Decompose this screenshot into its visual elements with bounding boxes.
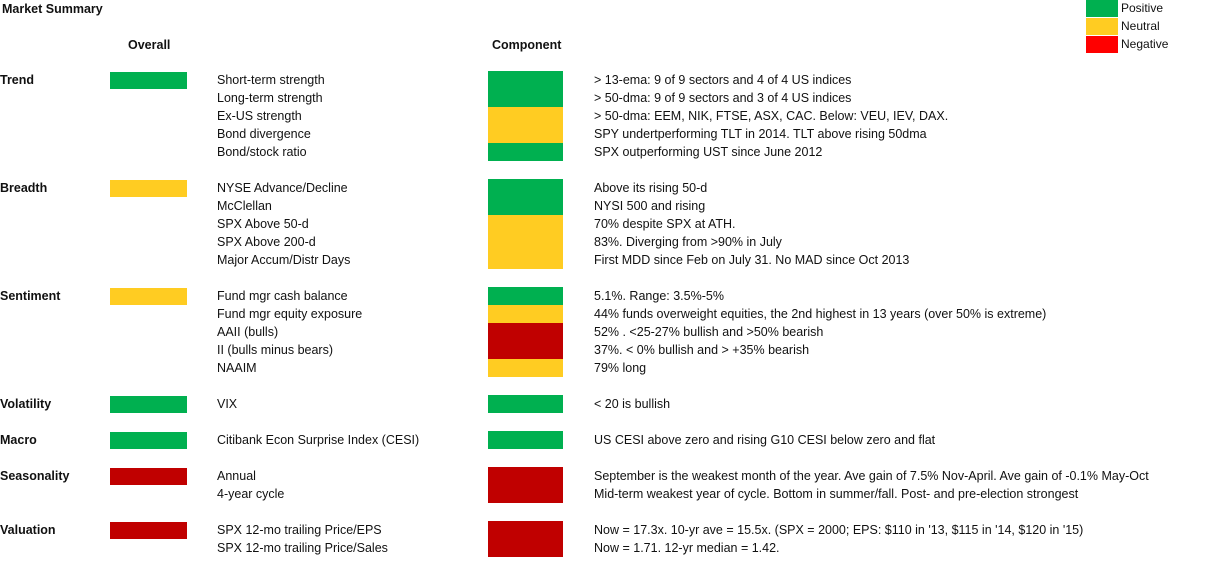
indicator-comment: Now = 1.71. 12-yr median = 1.42. [594, 541, 780, 555]
legend-swatch-positive [1086, 0, 1118, 17]
section-label-volatility: Volatility [0, 397, 52, 411]
component-status-swatch [488, 125, 563, 143]
indicator-label: NAAIM [217, 361, 257, 375]
indicator-comment: 79% long [594, 361, 647, 375]
component-status-swatch [488, 197, 563, 215]
indicator-label: SPX 12-mo trailing Price/Sales [217, 541, 388, 555]
overall-header: Overall [128, 38, 171, 52]
page-title: Market Summary [2, 2, 103, 16]
component-header: Component [492, 38, 562, 52]
indicator-comment: 83%. Diverging from >90% in July [594, 235, 782, 249]
legend-swatch-neutral [1086, 18, 1118, 35]
component-status-swatch [488, 143, 563, 161]
component-status-swatch [488, 233, 563, 251]
indicator-label: II (bulls minus bears) [217, 343, 334, 357]
component-status-swatch [488, 359, 563, 377]
indicator-comment: 37%. < 0% bullish and > +35% bearish [594, 343, 810, 357]
indicator-comment: First MDD since Feb on July 31. No MAD s… [594, 253, 910, 267]
component-status-swatch [488, 89, 563, 107]
indicator-label: AAII (bulls) [217, 325, 279, 339]
indicator-label: Ex-US strength [217, 109, 302, 123]
overall-status-macro [110, 432, 187, 449]
component-status-swatch [488, 251, 563, 269]
component-status-swatch [488, 485, 563, 503]
indicator-comment: > 13-ema: 9 of 9 sectors and 4 of 4 US i… [594, 73, 852, 87]
indicator-comment: Above its rising 50-d [594, 181, 708, 195]
indicator-label: SPX Above 50-d [217, 217, 309, 231]
indicator-label: 4-year cycle [217, 487, 285, 501]
indicator-label: Fund mgr cash balance [217, 289, 348, 303]
indicator-comment: Now = 17.3x. 10-yr ave = 15.5x. (SPX = 2… [594, 523, 1084, 537]
indicator-label: Citibank Econ Surprise Index (CESI) [217, 433, 420, 447]
overall-status-seasonality [110, 468, 187, 485]
overall-status-valuation [110, 522, 187, 539]
indicator-comment: September is the weakest month of the ye… [594, 469, 1149, 483]
component-status-swatch [488, 179, 563, 197]
indicator-label: VIX [217, 397, 238, 411]
component-status-swatch [488, 71, 563, 89]
indicator-label: Major Accum/Distr Days [217, 253, 351, 267]
indicator-label: SPX 12-mo trailing Price/EPS [217, 523, 382, 537]
indicator-comment: SPY undertperforming TLT in 2014. TLT ab… [594, 127, 927, 141]
indicator-label: Long-term strength [217, 91, 323, 105]
component-status-swatch [488, 395, 563, 413]
component-status-swatch [488, 107, 563, 125]
section-label-trend: Trend [0, 73, 35, 87]
indicator-label: Bond divergence [217, 127, 311, 141]
section-label-macro: Macro [0, 433, 37, 447]
indicator-comment: US CESI above zero and rising G10 CESI b… [594, 433, 936, 447]
component-status-swatch [488, 539, 563, 557]
indicator-comment: 70% despite SPX at ATH. [594, 217, 736, 231]
overall-status-trend [110, 72, 187, 89]
component-status-swatch [488, 305, 563, 323]
indicator-label: McClellan [217, 199, 272, 213]
indicator-comment: 5.1%. Range: 3.5%-5% [594, 289, 724, 303]
section-label-sentiment: Sentiment [0, 289, 61, 303]
section-label-valuation: Valuation [0, 523, 56, 537]
overall-status-sentiment [110, 288, 187, 305]
legend-label-positive: Positive [1121, 1, 1164, 15]
indicator-comment: < 20 is bullish [594, 397, 671, 411]
overall-status-volatility [110, 396, 187, 413]
component-status-swatch [488, 467, 563, 485]
component-status-swatch [488, 431, 563, 449]
section-label-breadth: Breadth [0, 181, 48, 195]
indicator-comment: > 50-dma: EEM, NIK, FTSE, ASX, CAC. Belo… [594, 109, 949, 123]
legend-label-neutral: Neutral [1121, 19, 1160, 33]
component-status-swatch [488, 215, 563, 233]
indicator-comment: SPX outperforming UST since June 2012 [594, 145, 823, 159]
indicator-comment: 44% funds overweight equities, the 2nd h… [594, 307, 1047, 321]
indicator-comment: 52% . <25-27% bullish and >50% bearish [594, 325, 824, 339]
indicator-label: Annual [217, 469, 256, 483]
indicator-comment: Mid-term weakest year of cycle. Bottom i… [594, 487, 1079, 501]
indicator-label: SPX Above 200-d [217, 235, 316, 249]
indicator-label: Bond/stock ratio [217, 145, 307, 159]
legend-swatch-negative [1086, 36, 1118, 53]
component-status-swatch [488, 323, 563, 341]
legend-label-negative: Negative [1121, 37, 1169, 51]
indicator-comment: NYSI 500 and rising [594, 199, 706, 213]
indicator-comment: > 50-dma: 9 of 9 sectors and 3 of 4 US i… [594, 91, 852, 105]
component-status-swatch [488, 287, 563, 305]
section-label-seasonality: Seasonality [0, 469, 70, 483]
overall-status-breadth [110, 180, 187, 197]
indicator-label: NYSE Advance/Decline [217, 181, 348, 195]
indicator-label: Fund mgr equity exposure [217, 307, 363, 321]
component-status-swatch [488, 341, 563, 359]
component-status-swatch [488, 521, 563, 539]
indicator-label: Short-term strength [217, 73, 325, 87]
